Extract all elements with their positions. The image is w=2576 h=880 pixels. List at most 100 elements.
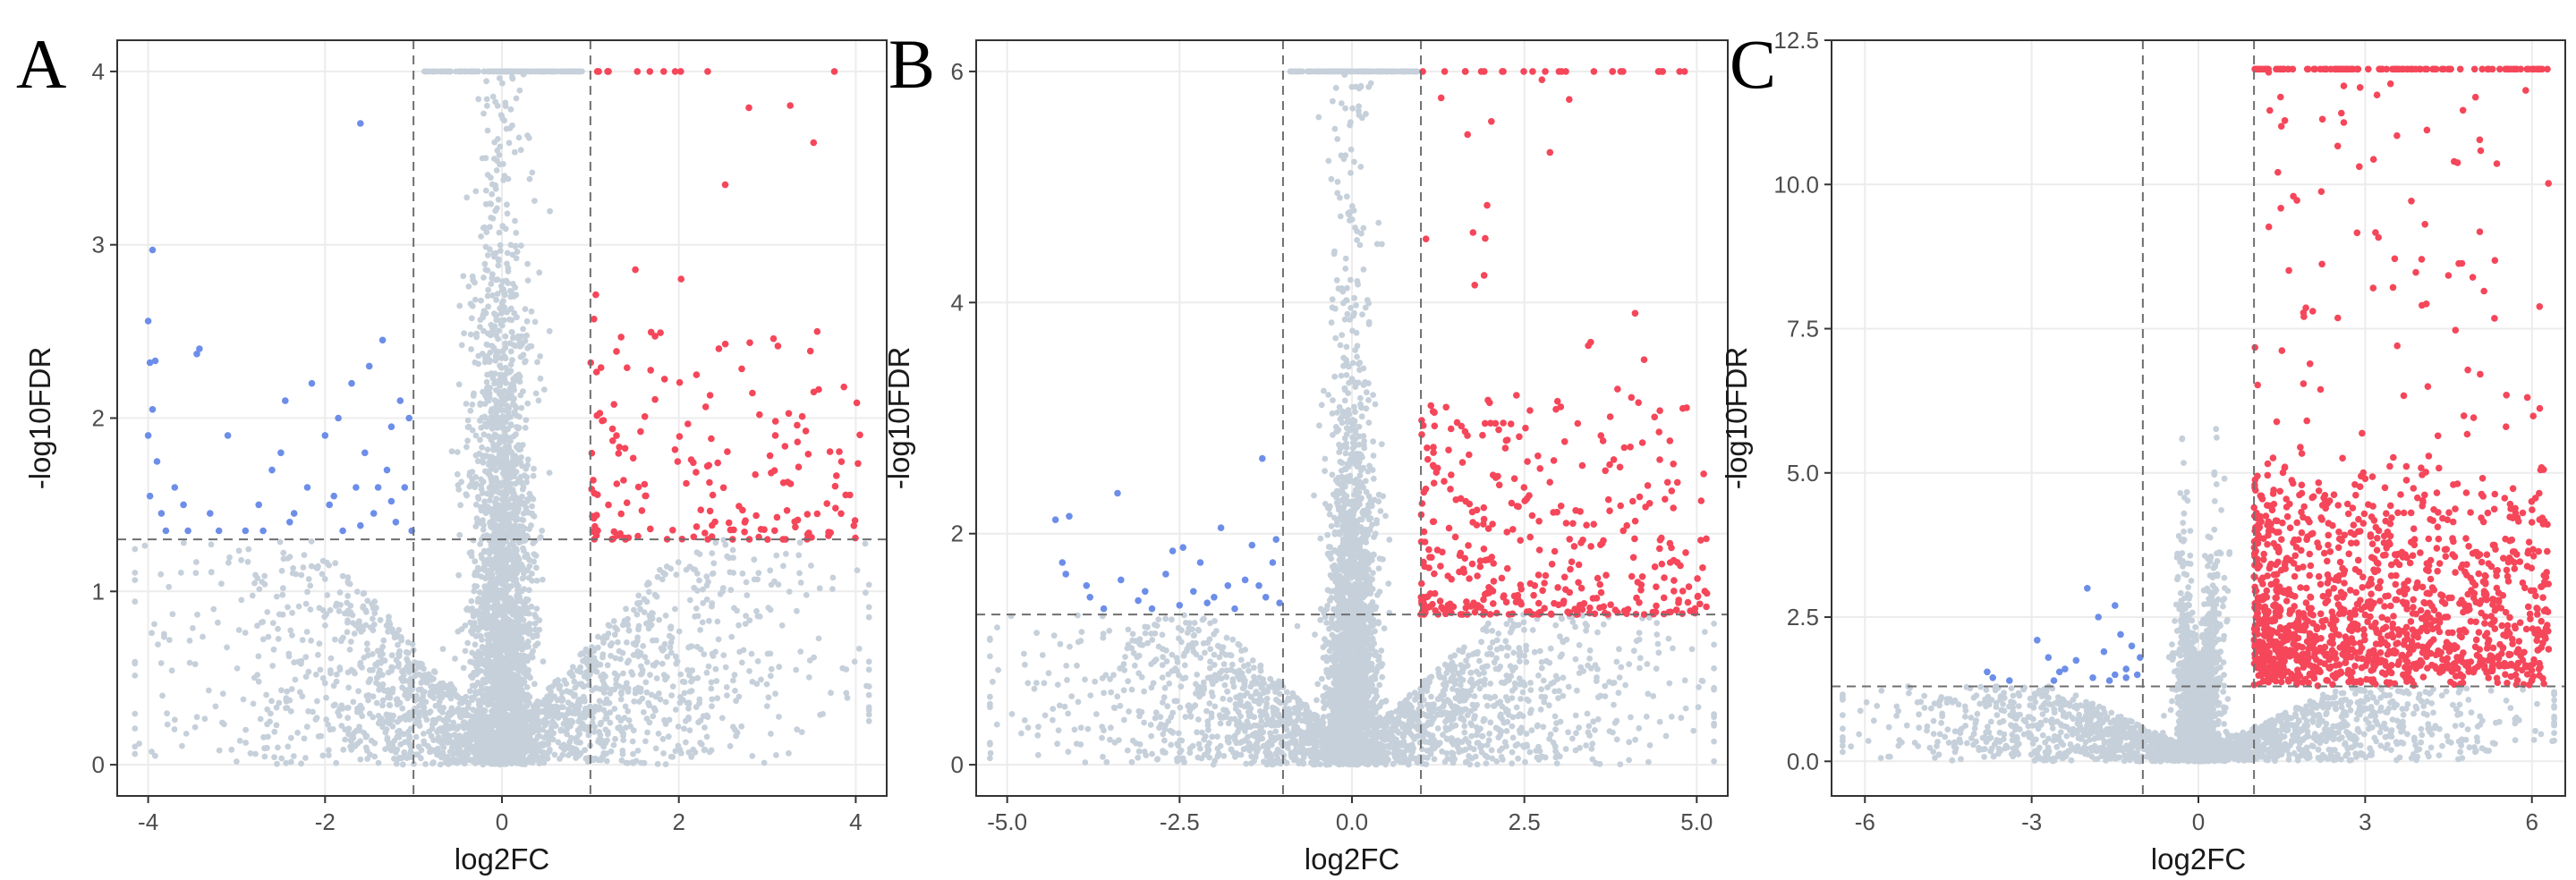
- point-nonsig: [526, 175, 533, 182]
- point-nonsig: [210, 605, 217, 613]
- point-nonsig: [676, 746, 684, 753]
- point-nonsig: [258, 619, 265, 626]
- point-nonsig: [773, 752, 779, 758]
- point-nonsig: [565, 699, 572, 706]
- point-nonsig: [404, 738, 412, 745]
- point-nonsig: [625, 657, 633, 664]
- point-nonsig: [684, 666, 691, 673]
- point-nonsig: [712, 539, 719, 546]
- point-up: [810, 139, 818, 147]
- point-up: [714, 459, 721, 467]
- point-down: [157, 510, 166, 517]
- point-nonsig: [531, 712, 537, 719]
- point-nonsig: [488, 697, 494, 704]
- point-nonsig: [599, 654, 606, 661]
- point-nonsig: [529, 571, 535, 577]
- point-nonsig: [510, 681, 517, 689]
- point-nonsig: [625, 717, 633, 723]
- point-nonsig: [734, 729, 741, 736]
- point-nonsig: [484, 267, 491, 274]
- point-up: [610, 401, 617, 409]
- point-down: [149, 246, 157, 254]
- point-nonsig: [515, 610, 523, 617]
- point-nonsig: [662, 571, 668, 578]
- point-nonsig: [489, 592, 496, 598]
- point-nonsig: [454, 470, 461, 478]
- point-nonsig: [735, 622, 742, 629]
- point-nonsig: [520, 574, 527, 581]
- point-nonsig: [394, 718, 401, 725]
- point-nonsig: [414, 660, 421, 667]
- point-nonsig: [681, 679, 688, 686]
- point-nonsig: [677, 671, 684, 678]
- point-nonsig: [623, 685, 630, 691]
- point-nonsig: [538, 68, 544, 75]
- point-nonsig: [865, 704, 872, 711]
- point-nonsig: [608, 653, 614, 659]
- point-down: [335, 414, 342, 422]
- point-nonsig: [458, 741, 465, 748]
- point-nonsig: [351, 630, 358, 637]
- point-nonsig: [539, 749, 546, 756]
- point-down: [353, 484, 360, 491]
- point-nonsig: [238, 597, 245, 604]
- point-nonsig: [166, 637, 173, 643]
- point-nonsig: [333, 600, 340, 607]
- point-nonsig: [298, 571, 305, 579]
- point-nonsig: [811, 654, 817, 661]
- point-nonsig: [494, 276, 501, 283]
- point-nonsig: [242, 726, 249, 733]
- point-nonsig: [502, 710, 508, 717]
- point-nonsig: [398, 675, 404, 681]
- point-nonsig: [288, 758, 294, 766]
- point-nonsig: [380, 637, 387, 644]
- y-tick-label: 1: [92, 578, 105, 605]
- point-up: [693, 371, 701, 378]
- point-nonsig: [168, 667, 175, 674]
- point-nonsig: [503, 379, 509, 386]
- point-nonsig: [693, 605, 700, 612]
- point-nonsig: [479, 444, 485, 451]
- point-down: [268, 466, 276, 474]
- point-nonsig: [545, 740, 552, 748]
- point-nonsig: [611, 670, 618, 677]
- point-nonsig: [435, 733, 442, 740]
- point-nonsig: [474, 598, 481, 605]
- point-nonsig: [652, 745, 659, 752]
- point-nonsig: [727, 742, 734, 749]
- point-nonsig: [480, 490, 486, 496]
- point-nonsig: [515, 749, 522, 756]
- point-nonsig: [672, 707, 679, 713]
- point-nonsig: [624, 639, 630, 646]
- point-nonsig: [388, 716, 395, 723]
- point-nonsig: [429, 716, 437, 723]
- point-nonsig: [493, 332, 499, 339]
- point-nonsig: [257, 715, 264, 723]
- point-nonsig: [358, 629, 364, 635]
- point-nonsig: [517, 652, 524, 659]
- point-nonsig: [224, 644, 230, 651]
- point-nonsig: [412, 733, 420, 740]
- point-nonsig: [501, 555, 508, 563]
- point-up: [825, 532, 832, 539]
- point-up: [592, 291, 599, 299]
- point-nonsig: [235, 547, 242, 554]
- point-nonsig: [475, 612, 482, 619]
- point-nonsig: [539, 741, 545, 749]
- point-nonsig: [295, 603, 302, 610]
- point-nonsig: [484, 252, 491, 258]
- point-nonsig: [520, 545, 526, 552]
- point-nonsig: [580, 683, 587, 690]
- point-nonsig: [1615, 690, 1622, 697]
- point-nonsig: [278, 687, 285, 694]
- point-nonsig: [865, 711, 872, 718]
- point-nonsig: [421, 738, 428, 745]
- point-nonsig: [797, 648, 804, 655]
- point-nonsig: [636, 698, 642, 705]
- point-nonsig: [468, 597, 475, 605]
- point-nonsig: [686, 597, 693, 604]
- point-nonsig: [357, 738, 363, 745]
- point-up: [593, 68, 601, 75]
- point-down: [290, 510, 298, 517]
- point-nonsig: [524, 456, 531, 463]
